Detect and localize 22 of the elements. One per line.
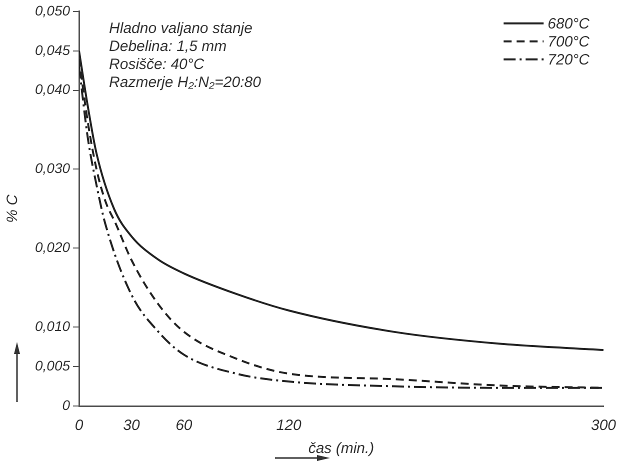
legend-label: 720°C <box>548 52 590 69</box>
annotation: Razmerje H₂:N₂=20:80 <box>109 74 262 92</box>
y-tick-label: 0,050 <box>34 2 70 18</box>
y-tick-label: 0,045 <box>34 42 70 58</box>
annotation: Hladno valjano stanje <box>109 20 252 38</box>
y-axis-title: % C <box>4 194 22 223</box>
y-tick-label: 0,020 <box>34 239 70 256</box>
x-tick-label: 30 <box>123 417 140 434</box>
annotation: Debelina: 1,5 mm <box>109 38 227 56</box>
x-tick-label: 0 <box>74 417 84 434</box>
y-tick-label: 0,030 <box>34 160 70 176</box>
y-tick-label: 0,040 <box>34 81 70 98</box>
annotation: Rosišče: 40°C <box>109 56 204 74</box>
legend-label: 700°C <box>548 34 590 51</box>
x-axis-title: čas (min.) <box>308 440 374 458</box>
y-tick-label: 0,010 <box>34 318 70 334</box>
y-tick-label: 0,005 <box>34 357 70 374</box>
x-tick-label: 60 <box>176 417 193 434</box>
x-tick-label: 300 <box>590 417 617 434</box>
y-tick-label: 0 <box>62 396 70 413</box>
x-tick-label: 120 <box>276 417 302 434</box>
legend-label: 680°C <box>548 16 590 33</box>
